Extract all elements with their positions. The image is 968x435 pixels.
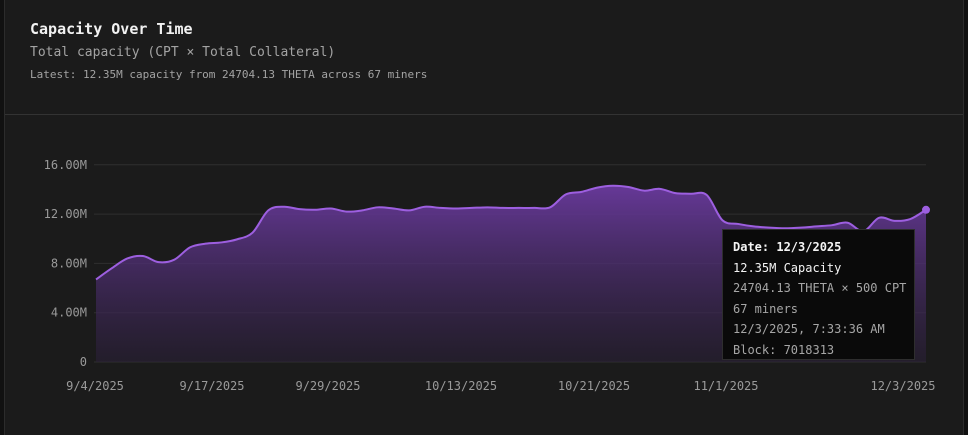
y-tick-label: 12.00M bbox=[44, 207, 87, 221]
series-area-fill bbox=[96, 185, 926, 362]
chart-subtitle: Total capacity (CPT × Total Collateral) bbox=[30, 45, 336, 60]
x-tick-label: 9/29/2025 bbox=[295, 379, 360, 393]
tooltip-block: Block: 7018313 bbox=[733, 342, 835, 357]
tooltip-date: Date: 12/3/2025 bbox=[733, 240, 842, 254]
y-tick-label: 8.00M bbox=[51, 256, 87, 270]
y-tick-label: 16.00M bbox=[44, 158, 87, 172]
series-line bbox=[95, 184, 927, 281]
tooltip-timestamp: 12/3/2025, 7:33:36 AM bbox=[733, 322, 885, 336]
latest-summary: Latest: 12.35M capacity from 24704.13 TH… bbox=[30, 68, 428, 81]
y-tick-label: 0 bbox=[80, 355, 87, 369]
card-header: Capacity Over Time Total capacity (CPT ×… bbox=[5, 0, 963, 115]
area-series bbox=[95, 184, 930, 362]
x-tick-label: 9/17/2025 bbox=[179, 379, 244, 393]
y-axis-ticks: 0 4.00M 8.00M 12.00M 16.00M bbox=[44, 158, 87, 369]
x-tick-label: 12/3/2025 bbox=[870, 379, 935, 393]
x-tick-label: 11/1/2025 bbox=[693, 379, 758, 393]
tooltip-formula: 24704.13 THETA × 500 CPT bbox=[733, 281, 907, 295]
x-axis-ticks: 9/4/2025 9/17/2025 9/29/2025 10/13/2025 10/2… bbox=[66, 379, 935, 393]
x-tick-label: 10/21/2025 bbox=[558, 379, 630, 393]
x-tick-label: 10/13/2025 bbox=[425, 379, 497, 393]
chart-tooltip: Date: 12/3/2025 12.35M Capacity 24704.13… bbox=[722, 229, 915, 360]
y-tick-label: 4.00M bbox=[51, 306, 87, 320]
x-tick-label: 9/4/2025 bbox=[66, 379, 124, 393]
tooltip-capacity: 12.35M Capacity bbox=[733, 260, 842, 275]
active-data-point[interactable] bbox=[922, 205, 930, 214]
chart-title: Capacity Over Time bbox=[30, 20, 193, 38]
tooltip-miners: 67 miners bbox=[733, 301, 799, 316]
